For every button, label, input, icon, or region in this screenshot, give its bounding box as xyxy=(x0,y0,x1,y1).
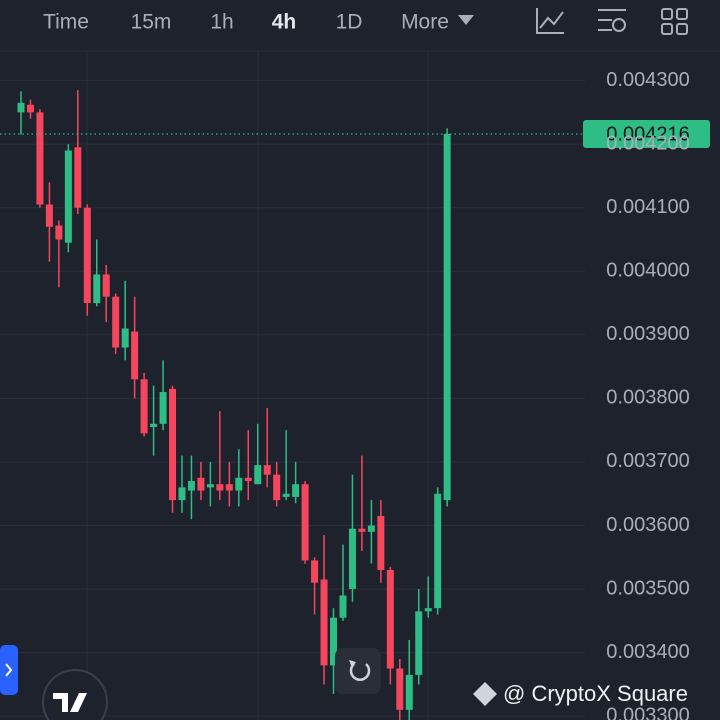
candle-body xyxy=(83,207,91,304)
candle-body xyxy=(424,608,432,612)
candle-body xyxy=(121,328,129,348)
watermark: @ CryptoX Square xyxy=(503,681,688,706)
candle-body xyxy=(377,515,385,571)
candle-body xyxy=(254,465,262,485)
candle-body xyxy=(311,560,319,583)
candle-body xyxy=(36,112,44,205)
candle-body xyxy=(225,484,233,491)
y-tick-label: 0.004200 xyxy=(606,132,689,154)
reset-icon xyxy=(349,663,371,681)
candle-body xyxy=(235,477,243,491)
candle-body xyxy=(434,493,442,609)
candle-body xyxy=(150,423,158,427)
candle-body xyxy=(112,296,120,348)
y-tick-label: 0.003800 xyxy=(606,387,689,409)
candle-body xyxy=(348,528,356,590)
y-tick-label: 0.003700 xyxy=(606,450,689,472)
layout-icon[interactable] xyxy=(676,23,688,35)
layout-icon[interactable] xyxy=(661,23,673,35)
candle-body xyxy=(443,133,451,501)
y-tick-label: 0.003300 xyxy=(606,704,689,720)
toolbar-tab[interactable]: 15m xyxy=(131,11,172,34)
toolbar-tab[interactable]: 1D xyxy=(336,11,363,34)
tv-logo[interactable] xyxy=(42,669,108,720)
reset-button[interactable] xyxy=(335,648,381,694)
last-price-label: 0.004216 xyxy=(606,123,689,145)
candle-body xyxy=(169,388,177,501)
toolbar-tab[interactable]: 1h xyxy=(210,11,233,34)
candle-body xyxy=(197,477,205,491)
y-tick-label: 0.003400 xyxy=(606,641,689,663)
candle-body xyxy=(320,579,328,666)
candle-body xyxy=(263,465,271,475)
more-caret[interactable] xyxy=(458,15,474,25)
y-tick-label: 0.004000 xyxy=(606,260,689,282)
candle-body xyxy=(292,484,300,497)
candle-body xyxy=(339,595,347,618)
candle-body xyxy=(405,674,413,710)
layout-icon[interactable] xyxy=(676,8,688,20)
candle-body xyxy=(74,147,82,208)
y-tick-label: 0.003600 xyxy=(606,514,689,536)
indicator-icon[interactable] xyxy=(536,8,564,34)
candle-body xyxy=(216,484,224,491)
tv-logo-mark xyxy=(53,693,87,712)
candle-body xyxy=(358,528,366,532)
y-tick-label: 0.003500 xyxy=(606,577,689,599)
candle-body xyxy=(396,668,404,710)
candle-body xyxy=(282,493,290,497)
candle-body xyxy=(367,525,375,532)
toolbar-tab[interactable]: Time xyxy=(43,11,89,34)
candle-body xyxy=(159,392,167,424)
candle-body xyxy=(93,274,101,304)
candle-body xyxy=(17,102,25,113)
candle-body xyxy=(131,331,139,380)
watermark-icon xyxy=(473,682,497,706)
toolbar-icons[interactable] xyxy=(536,8,688,35)
y-tick-label: 0.004100 xyxy=(606,196,689,218)
candle-body xyxy=(45,204,53,227)
candle-body xyxy=(386,570,394,669)
side-handle-arrow xyxy=(5,663,13,677)
settings-icon[interactable] xyxy=(612,18,626,32)
candle-body xyxy=(178,487,186,501)
candle-body xyxy=(140,379,148,434)
last-price-tag xyxy=(583,119,710,148)
toolbar-tab[interactable]: More xyxy=(401,11,449,34)
candle-body xyxy=(206,484,214,488)
reset-icon xyxy=(349,660,356,668)
candle-body xyxy=(55,225,63,240)
candle-body xyxy=(64,150,72,243)
candle-body xyxy=(273,474,281,501)
candle-body xyxy=(26,104,34,113)
candle-body xyxy=(330,617,338,666)
y-tick-label: 0.004300 xyxy=(606,69,689,91)
candle-body xyxy=(102,274,110,297)
y-tick-label: 0.003900 xyxy=(606,323,689,345)
candle-body xyxy=(244,477,252,482)
layout-icon[interactable] xyxy=(661,8,673,20)
candle-body xyxy=(301,484,309,561)
candle-body xyxy=(187,481,195,491)
toolbar-tab[interactable]: 4h xyxy=(272,11,297,34)
settings-icon[interactable] xyxy=(598,9,626,31)
candle-body xyxy=(415,611,423,675)
side-handle[interactable] xyxy=(0,645,18,695)
